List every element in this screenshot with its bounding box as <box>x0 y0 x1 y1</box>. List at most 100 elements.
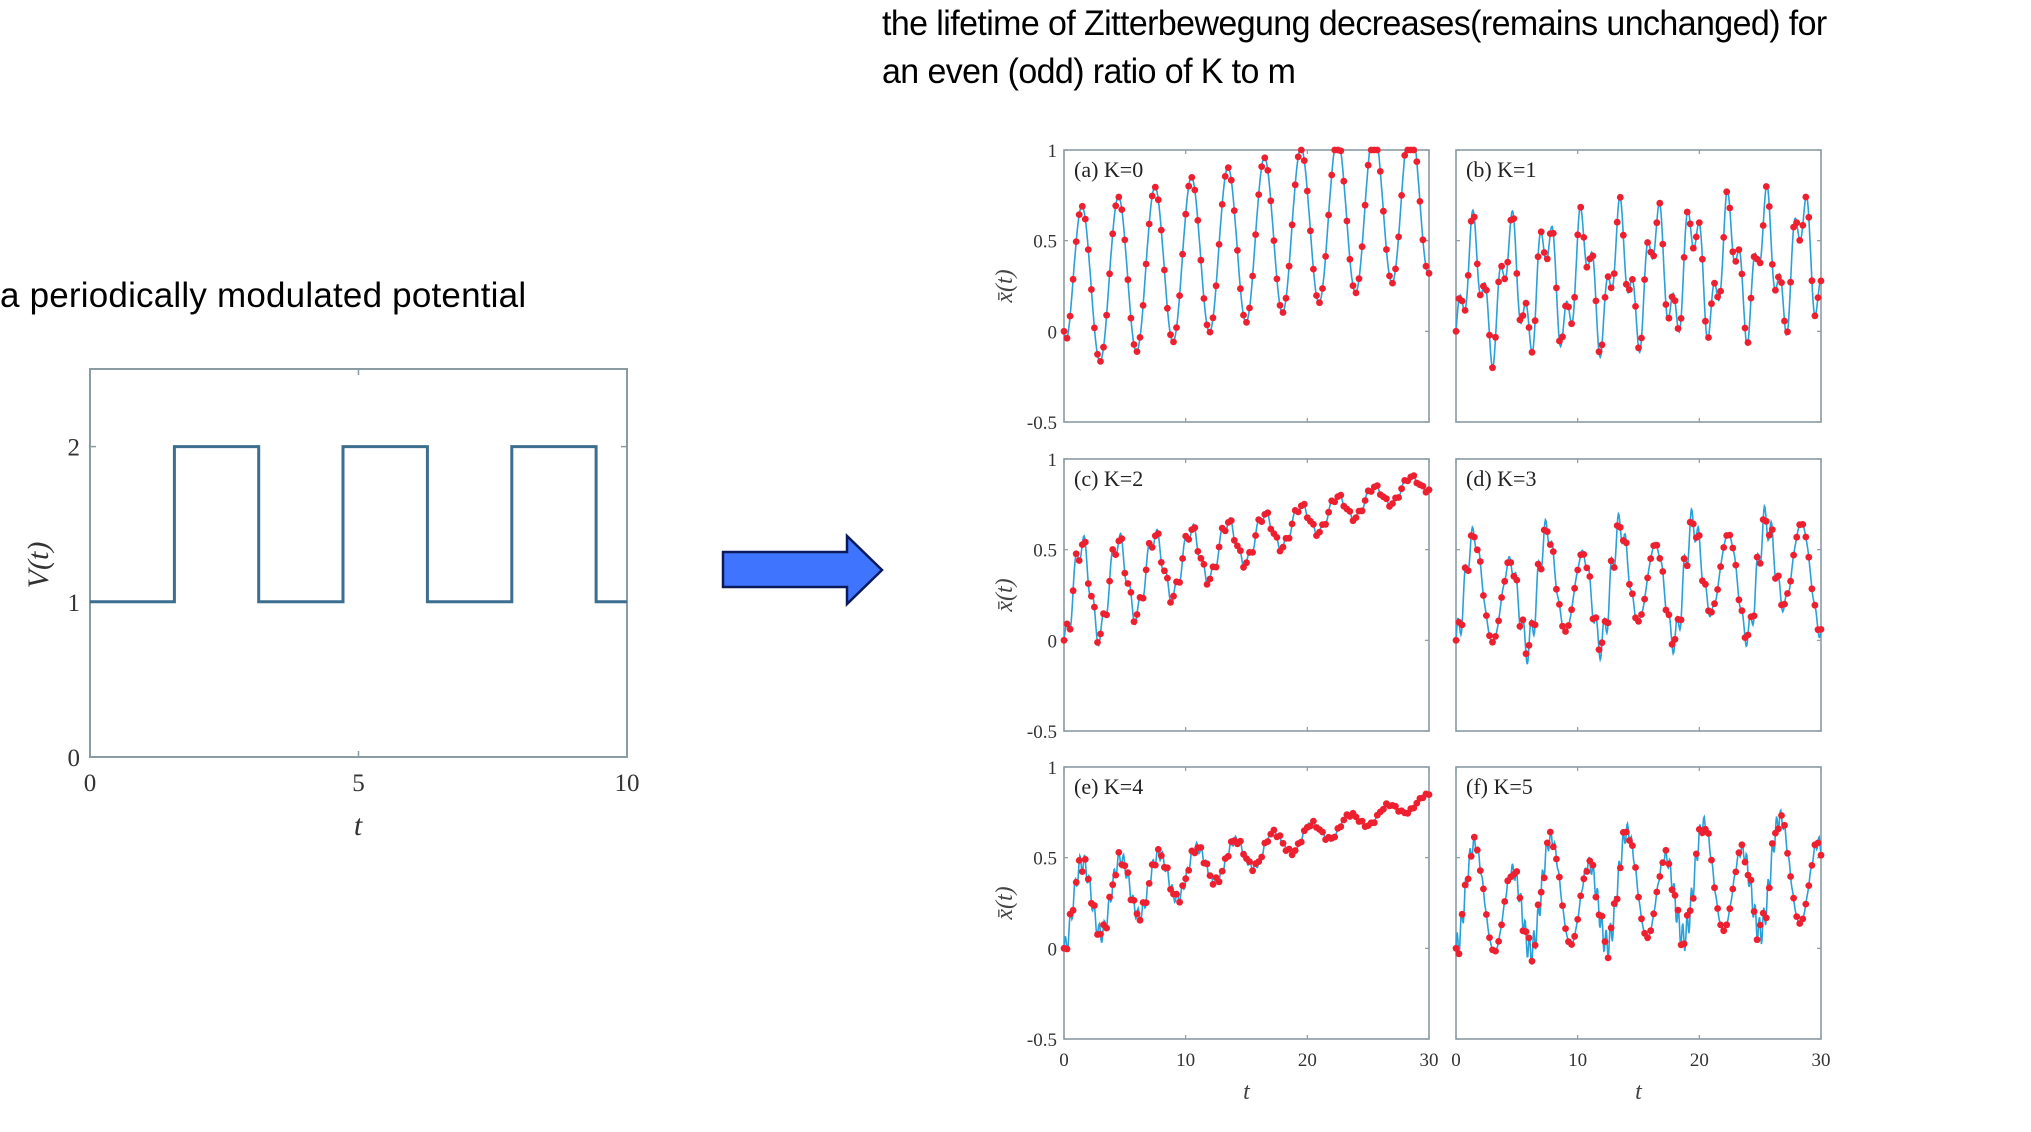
panel-marker <box>1389 279 1396 287</box>
panel-marker <box>1556 601 1563 608</box>
panel-marker <box>1203 860 1211 868</box>
panel-marker <box>1148 544 1156 551</box>
panel-marker <box>1300 500 1308 508</box>
panel-marker <box>1249 272 1256 280</box>
panel-marker <box>1744 631 1752 639</box>
panel-marker <box>1656 199 1664 207</box>
panel-marker <box>1647 927 1655 935</box>
panel-label: (f) K=5 <box>1466 774 1533 799</box>
panel-marker <box>1121 569 1129 577</box>
panel-marker <box>1787 278 1794 286</box>
panel-marker <box>1616 523 1624 531</box>
panel-marker <box>1495 617 1502 625</box>
panel-marker <box>1215 878 1223 886</box>
panel-marker <box>1784 590 1791 597</box>
caption-potential: a periodically modulated potential <box>0 276 527 315</box>
panel-marker <box>1616 864 1624 872</box>
panel-marker <box>1756 259 1764 267</box>
panel-marker <box>1659 859 1667 866</box>
panel-marker <box>1209 880 1217 888</box>
panel-marker <box>1258 163 1266 171</box>
panel-marker <box>1319 285 1326 292</box>
panel-marker <box>1522 299 1530 307</box>
panel-marker <box>1288 221 1296 229</box>
panel-marker <box>1702 317 1709 325</box>
panel-marker <box>1607 557 1615 565</box>
panel-marker <box>1154 196 1162 204</box>
panel-marker <box>1458 910 1466 918</box>
panel-marker <box>1574 566 1582 574</box>
panel-marker <box>1735 849 1743 857</box>
panel-marker <box>1139 302 1147 309</box>
panel-marker <box>1121 236 1129 244</box>
panel-marker <box>1273 275 1281 283</box>
panel-d: (d) K=3 <box>1452 458 1825 732</box>
panel-marker <box>1480 885 1487 893</box>
panel-marker <box>1167 599 1174 606</box>
panel-marker <box>1106 270 1113 278</box>
panel-marker <box>1115 193 1123 201</box>
panel-marker <box>1492 333 1499 341</box>
panel-marker <box>1686 220 1694 228</box>
panel-marker <box>1127 589 1135 596</box>
panel-marker <box>1784 328 1791 336</box>
panel-marker <box>1735 246 1743 254</box>
panel-marker <box>1182 210 1190 218</box>
panel-marker <box>1173 890 1180 898</box>
panel-ytick-label: 1 <box>1048 450 1058 471</box>
panel-a: -0.5 0 0.5 1 x̄(t) (a) K=0 <box>992 141 1433 434</box>
panel-label: (d) K=3 <box>1466 466 1536 491</box>
panel-marker <box>1568 320 1575 328</box>
panel-marker <box>1352 289 1360 297</box>
panel-marker <box>1519 616 1527 624</box>
panel-marker <box>1188 174 1196 181</box>
panel-marker <box>1626 286 1633 293</box>
panel-marker <box>1227 176 1235 184</box>
panel-marker <box>1234 247 1241 254</box>
panel-marker <box>1191 524 1199 532</box>
panel-marker <box>1118 206 1126 214</box>
panel-marker <box>1215 543 1223 551</box>
panel-marker <box>1182 875 1190 883</box>
panel-marker <box>1376 168 1384 175</box>
panel-marker <box>1626 837 1633 844</box>
panel-marker <box>1644 239 1651 246</box>
panel-marker <box>1787 873 1794 880</box>
panel-marker <box>1549 843 1557 851</box>
panel-marker <box>1352 514 1360 521</box>
panel-marker <box>1553 855 1560 863</box>
panel-marker <box>1735 596 1743 604</box>
panel-marker <box>1525 934 1533 942</box>
panel-marker <box>1577 203 1585 211</box>
panel-marker <box>1473 260 1481 268</box>
panel-marker <box>1671 891 1679 899</box>
panel-marker <box>1501 577 1509 585</box>
panel-marker <box>1762 914 1770 922</box>
panel-marker <box>1641 595 1648 603</box>
panel-ytick-label: 1 <box>1048 758 1058 779</box>
panel-marker <box>1084 875 1092 883</box>
panel-marker <box>1124 869 1132 876</box>
panel-marker <box>1176 579 1183 586</box>
panel-marker <box>1613 218 1621 226</box>
panel-marker <box>1531 941 1539 949</box>
panel-marker <box>1069 906 1077 914</box>
panel-marker <box>1473 546 1481 554</box>
panel-marker <box>1708 608 1715 616</box>
panel-marker <box>1741 324 1749 332</box>
panel-marker <box>1212 282 1220 290</box>
panel-marker <box>1683 562 1691 570</box>
panel-ytick-label: 0 <box>1048 939 1058 960</box>
panel-marker <box>1282 294 1290 302</box>
panel-marker <box>1607 924 1615 932</box>
panel-marker <box>1811 312 1819 320</box>
panel-marker <box>1185 867 1193 874</box>
panel-marker <box>1562 925 1569 932</box>
panel-marker <box>1559 333 1566 341</box>
panel-marker <box>1483 911 1490 918</box>
panel-marker <box>1383 495 1390 503</box>
panel-marker <box>1218 867 1226 875</box>
panel-marker <box>1291 181 1299 189</box>
panel-frame <box>1063 458 1430 732</box>
panel-marker <box>1476 867 1484 874</box>
